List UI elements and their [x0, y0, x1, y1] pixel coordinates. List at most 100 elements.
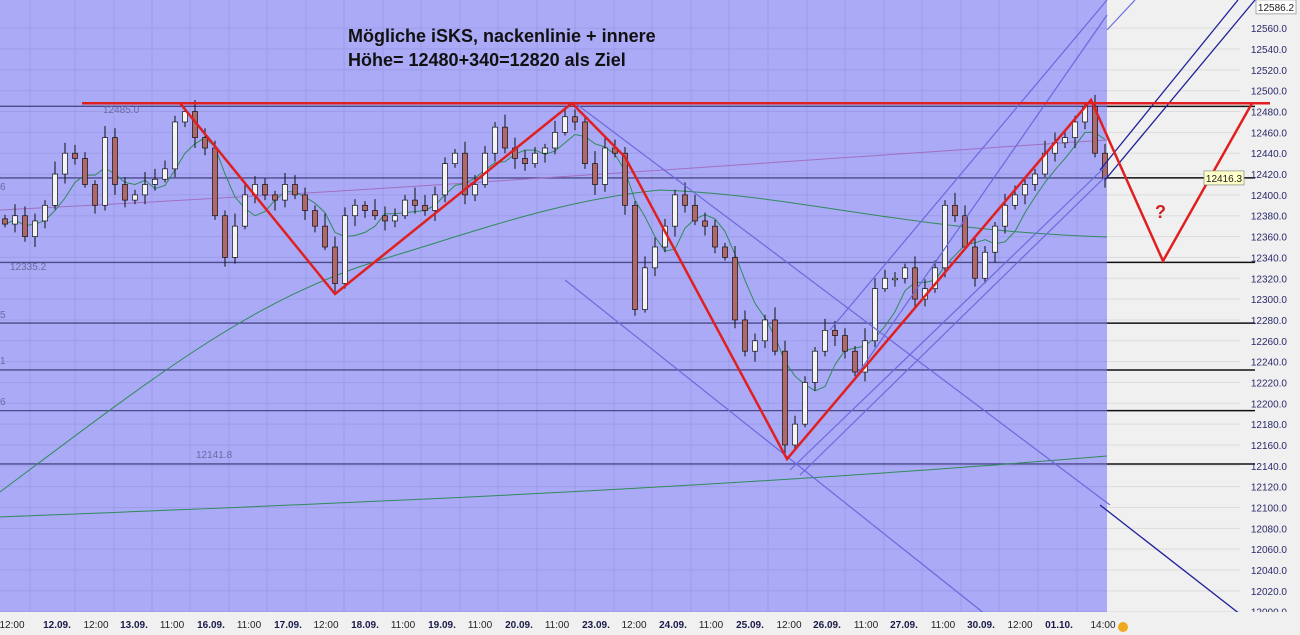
candle: [1022, 184, 1028, 196]
candle: [982, 251, 988, 279]
question-mark-annotation: ?: [1155, 202, 1166, 222]
candle: [1032, 173, 1038, 185]
candle: [442, 163, 448, 196]
channel-line: [1106, 0, 1136, 31]
y-tick-label: 12140.0: [1251, 462, 1288, 473]
candle: [522, 158, 528, 164]
candle: [862, 340, 868, 373]
x-tick-label: 11:00: [468, 620, 493, 631]
candle: [52, 173, 58, 206]
candle: [482, 152, 488, 185]
x-tick-label: 11:00: [699, 620, 724, 631]
candle: [602, 147, 608, 185]
candle: [122, 184, 128, 201]
y-tick-label: 12340.0: [1251, 253, 1288, 264]
candle: [322, 225, 328, 248]
x-tick-label: 12:00: [776, 620, 801, 631]
candle: [1102, 152, 1108, 179]
candle: [942, 204, 948, 269]
candle: [652, 246, 658, 269]
pattern-zigzag: [179, 97, 1254, 462]
x-tick-label: 12:00: [313, 620, 338, 631]
y-tick-label: 12360.0: [1251, 233, 1288, 244]
candle: [1012, 194, 1018, 206]
y-tick-label: 12220.0: [1251, 378, 1288, 389]
candle: [752, 340, 758, 352]
candle: [882, 277, 888, 290]
candle: [742, 319, 748, 352]
candle: [72, 152, 78, 159]
y-tick-label: 12460.0: [1251, 128, 1288, 139]
candle: [672, 194, 678, 227]
y-tick-label: 12260.0: [1251, 337, 1288, 348]
candle: [232, 225, 238, 258]
y-tick-label: 12300.0: [1251, 295, 1288, 306]
candle: [142, 184, 148, 196]
candle: [2, 218, 8, 225]
candle: [422, 204, 428, 211]
candle: [92, 184, 98, 206]
x-tick-label: 26.09.: [813, 620, 841, 631]
channel-line-dark: [1099, 504, 1246, 619]
candle: [952, 204, 958, 217]
x-tick-label: 18.09.: [351, 620, 379, 631]
candle: [312, 210, 318, 227]
channel-line-dark: [1099, 0, 1239, 171]
candle: [532, 152, 538, 164]
candle: [912, 267, 918, 300]
ma-medium: [0, 189, 1108, 493]
candle: [472, 184, 478, 196]
candle: [782, 350, 788, 446]
candle: [62, 152, 68, 175]
candle: [1002, 204, 1008, 227]
x-tick-label: 13.09.: [120, 620, 148, 631]
y-tick-label: 12280.0: [1251, 316, 1288, 327]
candle: [152, 178, 158, 185]
x-tick-label: 24.09.: [659, 620, 687, 631]
candle: [272, 194, 278, 201]
candle: [502, 126, 508, 149]
y-tick-label: 12440.0: [1251, 149, 1288, 160]
y-tick-label: 12080.0: [1251, 524, 1288, 535]
candle: [132, 194, 138, 201]
candle: [372, 210, 378, 217]
y-tick-label: 12180.0: [1251, 420, 1288, 431]
candle: [792, 423, 798, 446]
y-tick-label: 12060.0: [1251, 545, 1288, 556]
candle: [362, 204, 368, 211]
x-tick-label: 12:00: [83, 620, 108, 631]
y-tick-label: 12240.0: [1251, 358, 1288, 369]
level-label: 6: [0, 182, 6, 193]
x-tick-label: 17.09.: [274, 620, 302, 631]
candle: [622, 152, 628, 206]
annotation-line-1: Mögliche iSKS, nackenlinie + innere: [348, 26, 656, 46]
candle: [832, 330, 838, 336]
candle: [182, 111, 188, 123]
plot-area[interactable]: [0, 0, 1107, 612]
y-tick-label: 12320.0: [1251, 274, 1288, 285]
x-tick-label: 11:00: [237, 620, 262, 631]
x-tick-label: 25.09.: [736, 620, 764, 631]
x-tick-label: 11:00: [391, 620, 416, 631]
x-tick-label: 11:00: [160, 620, 185, 631]
channel-line: [789, 164, 1108, 471]
x-axis-bar: [0, 612, 1300, 635]
price-tag: 12586.2: [1258, 3, 1295, 14]
x-tick-label: 16.09.: [197, 620, 225, 631]
candle: [242, 194, 248, 227]
candle: [262, 184, 268, 196]
price-tag-box: [1203, 170, 1245, 186]
y-tick-label: 12500.0: [1251, 87, 1288, 98]
ma-long: [0, 455, 1108, 518]
x-tick-label: 30.09.: [967, 620, 995, 631]
candle: [1062, 137, 1068, 144]
candle: [872, 288, 878, 342]
x-tick-label: 19.09.: [428, 620, 456, 631]
candle: [722, 246, 728, 258]
y-tick-label: 12520.0: [1251, 66, 1288, 77]
candle: [762, 319, 768, 342]
candle: [572, 116, 578, 123]
y-tick-label: 12420.0: [1251, 170, 1288, 181]
x-tick-label: 12:00: [0, 620, 25, 631]
